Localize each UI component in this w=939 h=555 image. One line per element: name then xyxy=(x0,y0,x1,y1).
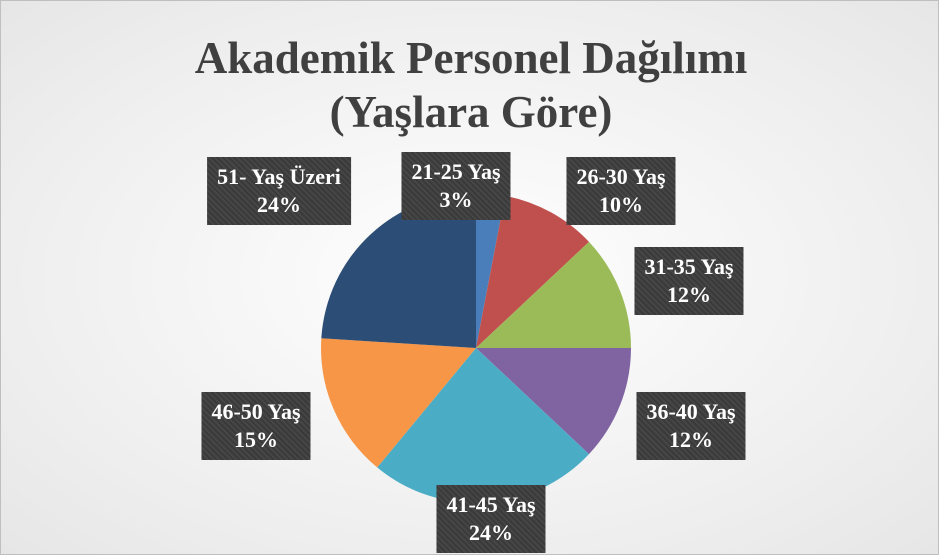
data-label: 51- Yaş Üzeri 24% xyxy=(207,157,351,225)
label-category: 26-30 Yaş xyxy=(576,164,666,189)
pie-slice xyxy=(476,195,589,348)
label-value: 15% xyxy=(234,427,278,452)
data-label: 46-50 Yaş 15% xyxy=(201,392,311,460)
pie-slice xyxy=(476,193,506,348)
pie-slice xyxy=(377,348,589,503)
data-label: 31-35 Yaş 12% xyxy=(634,247,744,315)
label-category: 36-40 Yaş xyxy=(646,399,736,424)
pie-slice xyxy=(476,348,631,455)
label-value: 10% xyxy=(599,192,643,217)
label-category: 31-35 Yaş xyxy=(644,254,734,279)
pie-slice xyxy=(321,193,476,348)
data-label: 21-25 Yaş 3% xyxy=(401,152,511,220)
pie-slice xyxy=(476,241,631,348)
label-category: 51- Yaş Üzeri xyxy=(217,164,341,189)
pie-slice xyxy=(320,338,476,468)
label-category: 46-50 Yaş xyxy=(211,399,301,424)
label-category: 41-45 Yaş xyxy=(446,492,536,517)
label-value: 3% xyxy=(439,187,473,212)
label-value: 12% xyxy=(669,427,713,452)
label-value: 24% xyxy=(256,192,301,217)
data-label: 41-45 Yaş 24% xyxy=(436,485,546,553)
chart-title: Akademik Personel Dağılımı (Yaşlara Göre… xyxy=(194,33,748,137)
label-value: 12% xyxy=(667,282,711,307)
label-category: 21-25 Yaş xyxy=(411,159,501,184)
data-label: 36-40 Yaş 12% xyxy=(636,392,746,460)
data-label: 26-30 Yaş 10% xyxy=(566,157,676,225)
label-value: 24% xyxy=(469,520,513,545)
